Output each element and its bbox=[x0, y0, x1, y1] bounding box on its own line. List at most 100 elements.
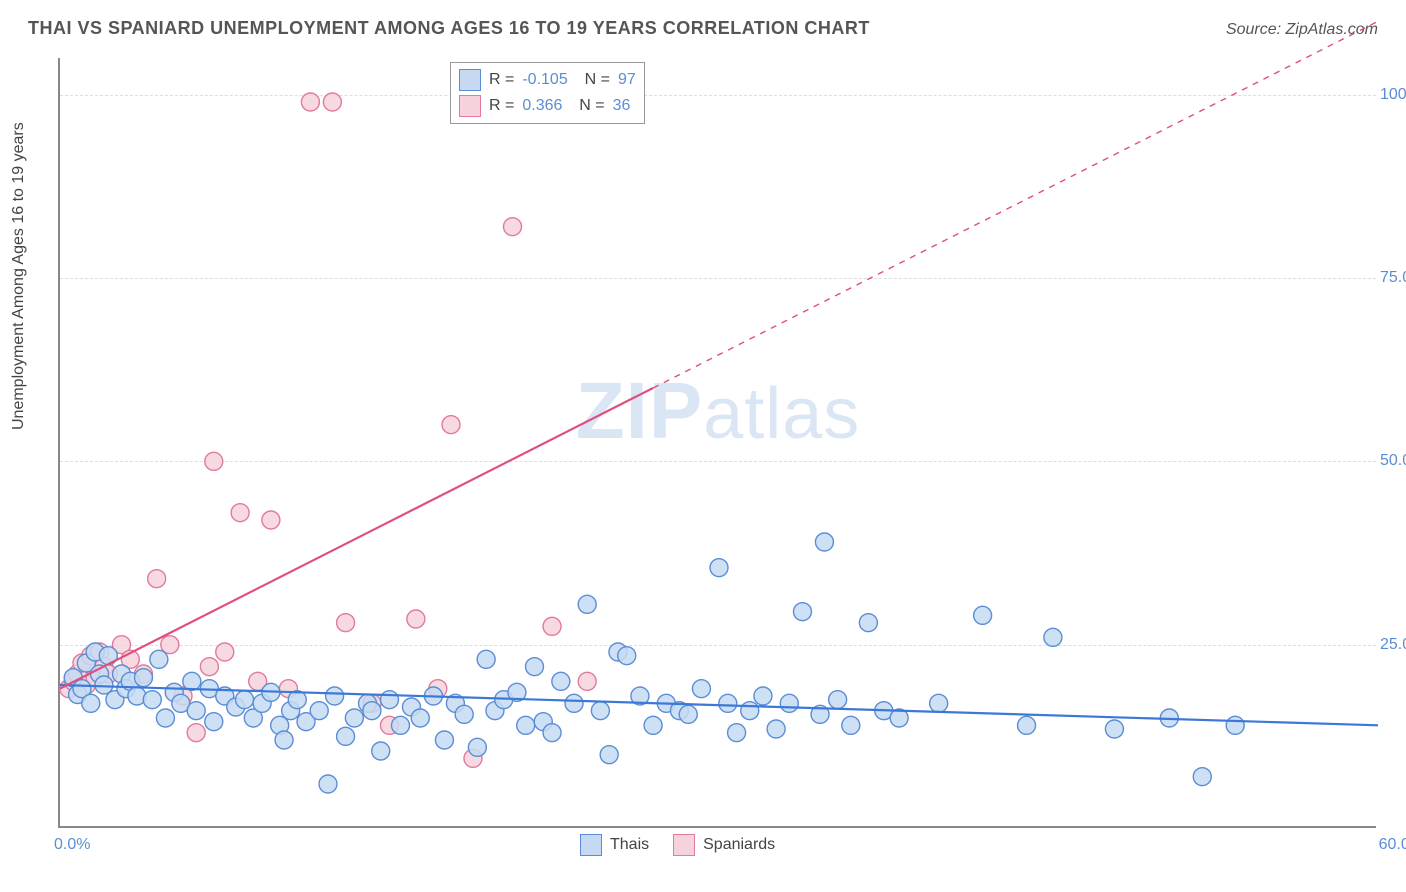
data-point bbox=[216, 643, 234, 661]
data-point bbox=[156, 709, 174, 727]
data-point bbox=[411, 709, 429, 727]
data-point bbox=[134, 669, 152, 687]
data-point bbox=[442, 416, 460, 434]
data-point bbox=[780, 694, 798, 712]
data-point bbox=[323, 93, 341, 111]
swatch-spaniards-legend bbox=[673, 834, 695, 856]
data-point bbox=[767, 720, 785, 738]
data-point bbox=[543, 617, 561, 635]
ytick-label: 25.0% bbox=[1380, 636, 1406, 654]
data-point bbox=[793, 603, 811, 621]
chart-title: THAI VS SPANIARD UNEMPLOYMENT AMONG AGES… bbox=[28, 18, 870, 39]
data-point bbox=[310, 702, 328, 720]
data-point bbox=[363, 702, 381, 720]
data-point bbox=[205, 713, 223, 731]
xtick-0: 0.0% bbox=[54, 836, 90, 854]
data-point bbox=[692, 680, 710, 698]
stats-n-label: N = bbox=[570, 97, 604, 115]
stats-r-label: R = bbox=[489, 71, 514, 89]
chart-svg bbox=[60, 58, 1376, 826]
data-point bbox=[710, 559, 728, 577]
legend-bottom: Thais Spaniards bbox=[580, 834, 775, 856]
legend-item-spaniards: Spaniards bbox=[673, 834, 775, 856]
stats-box: R = -0.105 N = 97 R = 0.366 N = 36 bbox=[450, 62, 645, 124]
ytick-label: 100.0% bbox=[1380, 86, 1406, 104]
data-point bbox=[319, 775, 337, 793]
swatch-thais-legend bbox=[580, 834, 602, 856]
data-point bbox=[859, 614, 877, 632]
data-point bbox=[504, 218, 522, 236]
data-point bbox=[829, 691, 847, 709]
swatch-spaniards bbox=[459, 95, 481, 117]
y-axis-label: Unemployment Among Ages 16 to 19 years bbox=[10, 122, 28, 430]
plot-area: ZIPatlas 25.0%50.0%75.0%100.0% R = -0.10… bbox=[58, 58, 1376, 828]
data-point bbox=[82, 694, 100, 712]
stats-row-spaniards: R = 0.366 N = 36 bbox=[459, 93, 636, 119]
chart-source: Source: ZipAtlas.com bbox=[1226, 21, 1378, 39]
data-point bbox=[644, 716, 662, 734]
data-point bbox=[455, 705, 473, 723]
stats-n-thais: 97 bbox=[618, 71, 636, 89]
ytick-label: 75.0% bbox=[1380, 269, 1406, 287]
data-point bbox=[275, 731, 293, 749]
data-point bbox=[183, 672, 201, 690]
trend-line-extension bbox=[653, 21, 1378, 388]
data-point bbox=[391, 716, 409, 734]
ytick-label: 50.0% bbox=[1380, 452, 1406, 470]
data-point bbox=[262, 511, 280, 529]
data-point bbox=[741, 702, 759, 720]
data-point bbox=[1193, 768, 1211, 786]
data-point bbox=[1044, 628, 1062, 646]
stats-r-spaniards: 0.366 bbox=[522, 97, 562, 115]
data-point bbox=[974, 606, 992, 624]
trend-line bbox=[60, 388, 653, 689]
chart-header: THAI VS SPANIARD UNEMPLOYMENT AMONG AGES… bbox=[28, 18, 1378, 39]
data-point bbox=[842, 716, 860, 734]
data-point bbox=[591, 702, 609, 720]
data-point bbox=[728, 724, 746, 742]
stats-n-label: N = bbox=[576, 71, 610, 89]
stats-n-spaniards: 36 bbox=[613, 97, 631, 115]
data-point bbox=[578, 672, 596, 690]
data-point bbox=[543, 724, 561, 742]
data-point bbox=[143, 691, 161, 709]
data-point bbox=[525, 658, 543, 676]
data-point bbox=[301, 93, 319, 111]
data-point bbox=[618, 647, 636, 665]
data-point bbox=[435, 731, 453, 749]
legend-label-thais: Thais bbox=[610, 836, 649, 854]
stats-row-thais: R = -0.105 N = 97 bbox=[459, 67, 636, 93]
swatch-thais bbox=[459, 69, 481, 91]
xtick-1: 60.0% bbox=[1379, 836, 1406, 854]
data-point bbox=[552, 672, 570, 690]
data-point bbox=[150, 650, 168, 668]
data-point bbox=[600, 746, 618, 764]
data-point bbox=[468, 738, 486, 756]
data-point bbox=[1018, 716, 1036, 734]
data-point bbox=[372, 742, 390, 760]
data-point bbox=[345, 709, 363, 727]
data-point bbox=[407, 610, 425, 628]
data-point bbox=[148, 570, 166, 588]
data-point bbox=[337, 614, 355, 632]
data-point bbox=[236, 691, 254, 709]
data-point bbox=[815, 533, 833, 551]
data-point bbox=[679, 705, 697, 723]
data-point bbox=[231, 504, 249, 522]
data-point bbox=[381, 691, 399, 709]
data-point bbox=[578, 595, 596, 613]
legend-item-thais: Thais bbox=[580, 834, 649, 856]
data-point bbox=[1105, 720, 1123, 738]
data-point bbox=[719, 694, 737, 712]
data-point bbox=[754, 687, 772, 705]
data-point bbox=[930, 694, 948, 712]
data-point bbox=[326, 687, 344, 705]
legend-label-spaniards: Spaniards bbox=[703, 836, 775, 854]
data-point bbox=[565, 694, 583, 712]
stats-r-label: R = bbox=[489, 97, 514, 115]
data-point bbox=[200, 658, 218, 676]
data-point bbox=[337, 727, 355, 745]
data-point bbox=[517, 716, 535, 734]
data-point bbox=[1226, 716, 1244, 734]
data-point bbox=[187, 702, 205, 720]
